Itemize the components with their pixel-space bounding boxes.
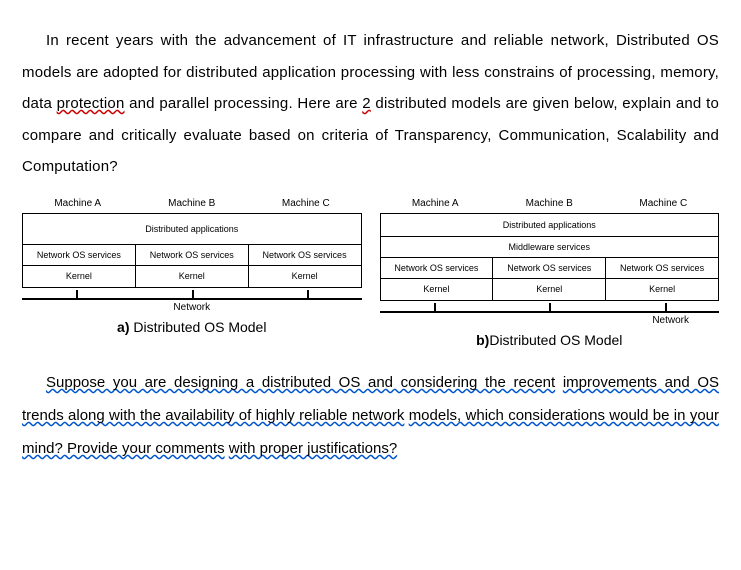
question-paragraph-1: In recent years with the advancement of … [22, 25, 719, 183]
caption-b-text: Distributed OS Model [489, 332, 622, 348]
cell-netos-a1: Network OS services [23, 245, 136, 266]
machine-labels-b: Machine A Machine B Machine C [380, 198, 720, 213]
tick-b2 [549, 303, 551, 311]
label-machine-b: Machine B [138, 198, 245, 209]
page: In recent years with the advancement of … [0, 0, 741, 570]
caption-a: a) Distributed OS Model [22, 319, 362, 335]
caption-b-bold: b) [476, 332, 489, 348]
tick-a1 [76, 290, 78, 298]
para1-wavy-2: 2 [362, 95, 371, 112]
layer-kernel-a: Kernel Kernel Kernel [23, 265, 361, 287]
cell-kernel-b1: Kernel [381, 279, 494, 300]
label-machine-a: Machine A [24, 198, 131, 209]
cell-netos-b3: Network OS services [606, 258, 718, 279]
para1-wavy-protection: protection [57, 95, 125, 112]
para2-line4: with proper justifications? [229, 440, 397, 457]
network-label-a: Network [22, 302, 362, 313]
tick-b3 [665, 303, 667, 311]
label-machine-c2: Machine C [610, 198, 717, 209]
para2-line1: Suppose you are designing a distributed … [46, 374, 555, 391]
label-machine-b2: Machine B [496, 198, 603, 209]
layer-netos-b: Network OS services Network OS services … [381, 257, 719, 279]
diagram-a: Machine A Machine B Machine C Distribute… [22, 198, 362, 349]
cell-netos-b2: Network OS services [493, 258, 606, 279]
cell-kernel-b3: Kernel [606, 279, 718, 300]
caption-a-text: Distributed OS Model [130, 319, 267, 335]
layer-middleware-b: Middleware services [381, 236, 719, 257]
network-line-b [380, 311, 720, 313]
network-label-b: Network [380, 315, 720, 326]
caption-a-bold: a) [117, 319, 129, 335]
tick-b1 [434, 303, 436, 311]
cell-netos-a2: Network OS services [136, 245, 249, 266]
question-paragraph-2: Suppose you are designing a distributed … [22, 366, 719, 465]
cell-netos-a3: Network OS services [249, 245, 361, 266]
label-machine-a2: Machine A [382, 198, 489, 209]
cell-kernel-a1: Kernel [23, 266, 136, 287]
para1-text2: and parallel processing. Here are [124, 95, 362, 112]
machine-labels-a: Machine A Machine B Machine C [22, 198, 362, 213]
diagram-b: Machine A Machine B Machine C Distribute… [380, 198, 720, 349]
tick-a2 [192, 290, 194, 298]
layer-dist-apps-a: Distributed applications [23, 214, 361, 244]
stack-b: Distributed applications Middleware serv… [380, 213, 720, 302]
diagrams-row: Machine A Machine B Machine C Distribute… [22, 198, 719, 349]
layer-dist-apps-b: Distributed applications [381, 214, 719, 236]
cell-kernel-a3: Kernel [249, 266, 361, 287]
cell-kernel-a2: Kernel [136, 266, 249, 287]
caption-b: b)Distributed OS Model [380, 332, 720, 348]
cell-kernel-b2: Kernel [493, 279, 606, 300]
network-line-a [22, 298, 362, 300]
tick-a3 [307, 290, 309, 298]
layer-kernel-b: Kernel Kernel Kernel [381, 278, 719, 300]
layer-netos-a: Network OS services Network OS services … [23, 244, 361, 266]
label-machine-c: Machine C [252, 198, 359, 209]
stack-a: Distributed applications Network OS serv… [22, 213, 362, 289]
cell-netos-b1: Network OS services [381, 258, 494, 279]
